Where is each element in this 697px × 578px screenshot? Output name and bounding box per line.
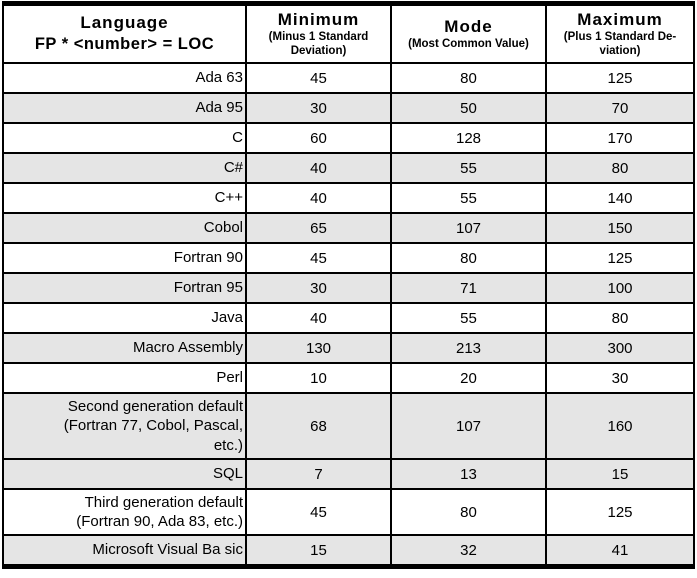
language-cell: SQL — [2, 458, 247, 490]
mode-cell: 71 — [390, 272, 547, 304]
mode-header-subtitle: (Most Common Value) — [408, 37, 529, 50]
table-row-java: Java 40 55 80 — [2, 302, 695, 334]
minimum-cell: 45 — [245, 488, 392, 536]
col-header-language: Language FP * <number> = LOC — [2, 2, 247, 64]
language-header-title: Language — [80, 13, 169, 33]
col-header-mode: Mode (Most Common Value) — [390, 2, 547, 64]
language-cell: Perl — [2, 362, 247, 394]
minimum-cell: 40 — [245, 302, 392, 334]
minimum-cell: 130 — [245, 332, 392, 364]
maximum-cell: 80 — [545, 152, 695, 184]
table-row-sql: SQL 7 13 15 — [2, 458, 695, 490]
maximum-cell: 140 — [545, 182, 695, 214]
language-cell: C++ — [2, 182, 247, 214]
minimum-cell: 68 — [245, 392, 392, 460]
language-cell: Second generation default (Fortran 77, C… — [2, 392, 247, 460]
table-row-ada-95: Ada 95 30 50 70 — [2, 92, 695, 124]
maximum-cell: 41 — [545, 534, 695, 568]
language-cell: Cobol — [2, 212, 247, 244]
table-row-microsoft-visual-basic: Microsoft Visual Ba sic 15 32 41 — [2, 534, 695, 568]
maximum-cell: 125 — [545, 62, 695, 94]
minimum-cell: 65 — [245, 212, 392, 244]
mode-cell: 107 — [390, 212, 547, 244]
maximum-cell: 300 — [545, 332, 695, 364]
table-row-c: C 60 128 170 — [2, 122, 695, 154]
mode-header-title: Mode — [444, 16, 493, 36]
language-cell: C# — [2, 152, 247, 184]
mode-cell: 20 — [390, 362, 547, 394]
fp-to-loc-table: Language FP * <number> = LOC Minimum (Mi… — [2, 1, 695, 569]
minimum-cell: 40 — [245, 152, 392, 184]
maximum-cell: 150 — [545, 212, 695, 244]
maximum-cell: 160 — [545, 392, 695, 460]
mode-cell: 128 — [390, 122, 547, 154]
maximum-cell: 100 — [545, 272, 695, 304]
language-cell: Fortran 90 — [2, 242, 247, 274]
minimum-cell: 15 — [245, 534, 392, 568]
table-row-fortran-90: Fortran 90 45 80 125 — [2, 242, 695, 274]
mode-cell: 55 — [390, 152, 547, 184]
table-row-cobol: Cobol 65 107 150 — [2, 212, 695, 244]
minimum-cell: 30 — [245, 272, 392, 304]
minimum-cell: 40 — [245, 182, 392, 214]
mode-cell: 213 — [390, 332, 547, 364]
maximum-cell: 170 — [545, 122, 695, 154]
mode-cell: 107 — [390, 392, 547, 460]
maximum-header-title: Maximum — [577, 9, 663, 29]
table-row-fortran-95: Fortran 95 30 71 100 — [2, 272, 695, 304]
minimum-cell: 7 — [245, 458, 392, 490]
table-row-perl: Perl 10 20 30 — [2, 362, 695, 394]
language-cell: Ada 63 — [2, 62, 247, 94]
minimum-cell: 10 — [245, 362, 392, 394]
language-cell: Ada 95 — [2, 92, 247, 124]
mode-cell: 13 — [390, 458, 547, 490]
language-cell: Third generation default (Fortran 90, Ad… — [2, 488, 247, 536]
minimum-header-title: Minimum — [277, 9, 360, 29]
language-cell: Macro Assembly — [2, 332, 247, 364]
table-row-csharp: C# 40 55 80 — [2, 152, 695, 184]
maximum-cell: 125 — [545, 488, 695, 536]
header-row: Language FP * <number> = LOC Minimum (Mi… — [2, 2, 695, 64]
language-cell: Fortran 95 — [2, 272, 247, 304]
mode-cell: 50 — [390, 92, 547, 124]
mode-cell: 80 — [390, 62, 547, 94]
mode-cell: 80 — [390, 242, 547, 274]
minimum-header-subtitle: (Minus 1 Standard Deviation) — [268, 31, 369, 57]
mode-cell: 32 — [390, 534, 547, 568]
col-header-minimum: Minimum (Minus 1 Standard Deviation) — [245, 2, 392, 64]
mode-cell: 80 — [390, 488, 547, 536]
maximum-cell: 70 — [545, 92, 695, 124]
table-row-macro-assembly: Macro Assembly 130 213 300 — [2, 332, 695, 364]
table-row-third-generation-default: Third generation default (Fortran 90, Ad… — [2, 488, 695, 536]
minimum-cell: 45 — [245, 62, 392, 94]
minimum-cell: 45 — [245, 242, 392, 274]
minimum-cell: 30 — [245, 92, 392, 124]
language-header-subtitle: FP * <number> = LOC — [34, 35, 215, 54]
maximum-header-subtitle: (Plus 1 Standard De-viation) — [563, 31, 677, 57]
table-row-second-generation-default: Second generation default (Fortran 77, C… — [2, 392, 695, 460]
table-row-ada-63: Ada 63 45 80 125 — [2, 62, 695, 94]
mode-cell: 55 — [390, 182, 547, 214]
maximum-cell: 80 — [545, 302, 695, 334]
mode-cell: 55 — [390, 302, 547, 334]
maximum-cell: 30 — [545, 362, 695, 394]
minimum-cell: 60 — [245, 122, 392, 154]
col-header-maximum: Maximum (Plus 1 Standard De-viation) — [545, 2, 695, 64]
language-cell: Java — [2, 302, 247, 334]
table-row-cpp: C++ 40 55 140 — [2, 182, 695, 214]
maximum-cell: 125 — [545, 242, 695, 274]
language-cell: C — [2, 122, 247, 154]
maximum-cell: 15 — [545, 458, 695, 490]
language-cell: Microsoft Visual Ba sic — [2, 534, 247, 568]
